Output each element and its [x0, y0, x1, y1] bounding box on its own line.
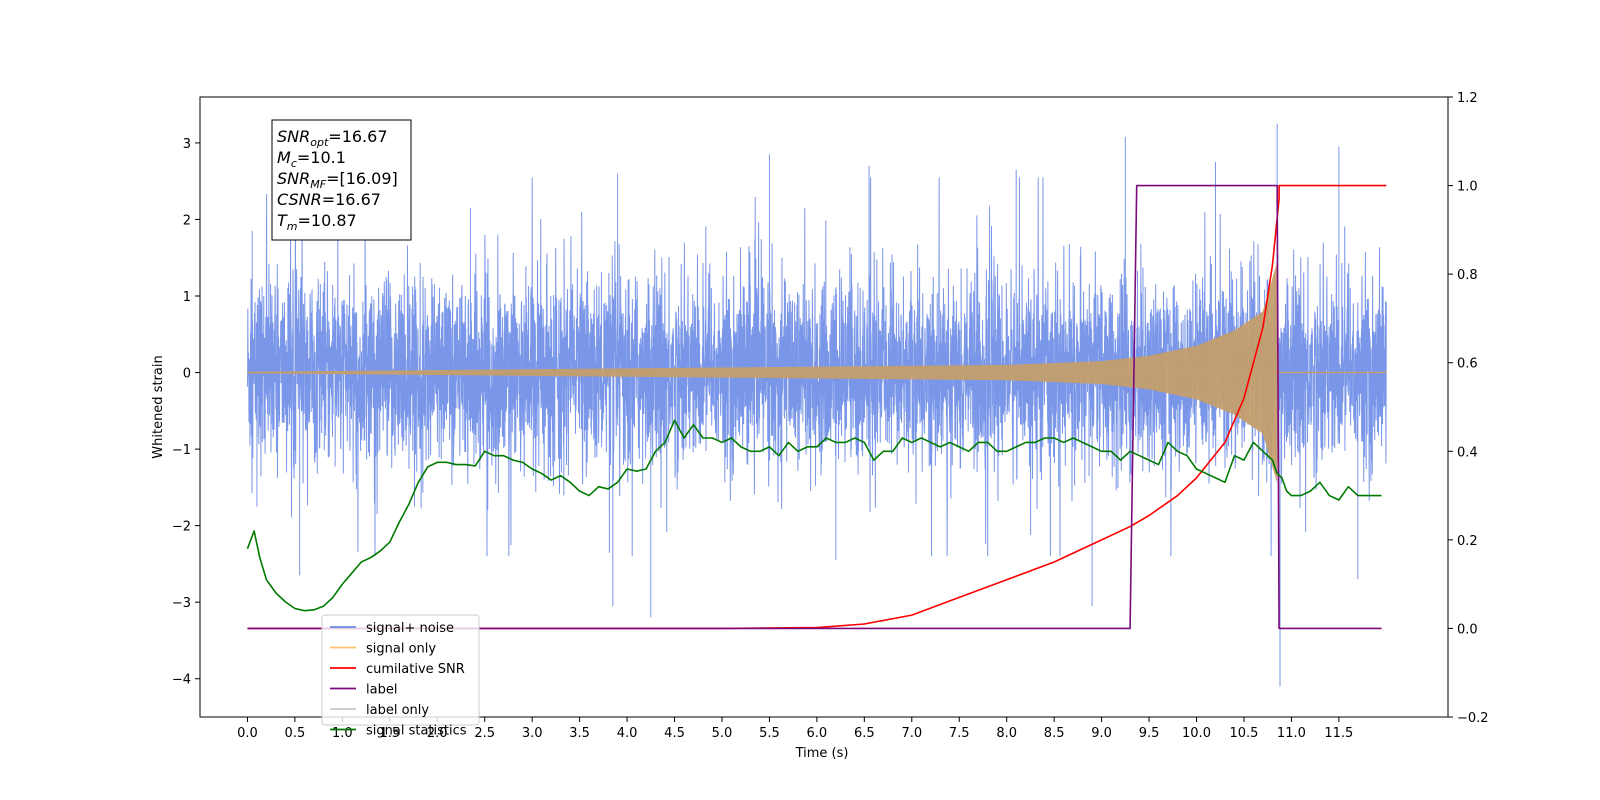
right-y-tick-label: 0.8	[1457, 268, 1478, 283]
left-y-tick-label: 3	[183, 137, 191, 152]
legend-frame	[321, 614, 480, 726]
right-y-axis-ticks: 1.2 1.0 0.8 0.6 0.4 0.2 0.0 −0.2	[1448, 91, 1489, 726]
left-y-tick-label: 0	[183, 367, 191, 382]
x-tick-label: 0.0	[237, 726, 258, 741]
x-axis-label: Time (s)	[795, 746, 849, 761]
x-tick-label: 2.0	[427, 726, 448, 741]
legend-entry-label: signal statistics	[366, 724, 467, 739]
right-y-tick-label: −0.2	[1457, 711, 1489, 726]
x-tick-label: 9.5	[1139, 726, 1160, 741]
left-y-tick-label: −2	[172, 520, 191, 535]
legend-entry-label: label	[366, 683, 397, 698]
x-tick-label: 6.0	[807, 726, 828, 741]
x-tick-label: 10.5	[1229, 726, 1258, 741]
x-tick-label: 3.5	[569, 726, 590, 741]
x-tick-label: 8.0	[996, 726, 1017, 741]
right-y-tick-label: 1.2	[1457, 91, 1478, 106]
x-axis-ticks: 0.0 0.5 1.0 1.5 2.0 2.5 3.0 3.5 4.0 4.5 5.0 5.5 6.0 6…	[237, 717, 1353, 741]
series-label-line	[247, 184, 1382, 630]
x-tick-label: 3.0	[522, 726, 543, 741]
annotation-line: CSNR=16.67	[277, 190, 381, 209]
annotation-line: SNRMF=[16.09]	[277, 169, 398, 191]
right-y-tick-label: 0.4	[1457, 445, 1478, 460]
x-tick-label: 6.5	[854, 726, 875, 741]
series-signal-statistics-line	[246, 419, 1382, 612]
x-tick-label: 4.5	[664, 726, 685, 741]
x-tick-label: 5.0	[712, 726, 733, 741]
x-tick-label: 7.5	[949, 726, 970, 741]
legend: signal+ noise signal only cumilative SNR la…	[321, 614, 480, 739]
x-tick-label: 7.0	[901, 726, 922, 741]
x-tick-label: 4.0	[617, 726, 638, 741]
x-tick-label: 2.5	[474, 726, 495, 741]
annotation-line: Mc=10.1	[277, 148, 346, 170]
x-tick-label: 10.0	[1182, 726, 1211, 741]
x-tick-label: 8.5	[1044, 726, 1065, 741]
plot-data-layer	[246, 123, 1387, 687]
right-y-tick-label: 1.0	[1457, 180, 1478, 195]
right-y-tick-label: 0.6	[1457, 357, 1478, 372]
legend-entry-label: signal only	[366, 642, 436, 657]
annotation-line: Tm=10.87	[277, 211, 357, 233]
plot-frame	[199, 96, 1449, 718]
left-y-tick-label: −3	[172, 596, 191, 611]
series-cumulative-snr-line	[247, 184, 1387, 630]
x-tick-label: 9.0	[1091, 726, 1112, 741]
x-tick-label: 11.5	[1324, 726, 1353, 741]
x-tick-label: 1.5	[379, 726, 400, 741]
x-tick-label: 1.0	[332, 726, 353, 741]
legend-entry-label: cumilative SNR	[366, 662, 465, 677]
left-y-tick-label: −1	[172, 443, 191, 458]
x-tick-label: 0.5	[285, 726, 306, 741]
left-y-tick-label: 1	[183, 290, 191, 305]
annotation-line: SNRopt=16.67	[277, 127, 388, 149]
right-y-tick-label: 0.0	[1457, 622, 1478, 637]
left-y-axis-label: Whitened strain	[151, 355, 166, 458]
series-signal-noise-line	[246, 123, 1387, 687]
legend-entry-label: signal+ noise	[366, 621, 454, 636]
right-y-tick-label: 0.2	[1457, 534, 1478, 549]
x-tick-label: 11.0	[1277, 726, 1306, 741]
left-y-tick-label: −4	[172, 673, 191, 688]
legend-entry-label: label only	[366, 703, 429, 718]
annotation-box: SNRopt=16.67Mc=10.1SNRMF=[16.09]CSNR=16.…	[271, 119, 412, 241]
left-y-tick-label: 2	[183, 213, 191, 228]
x-tick-label: 5.5	[759, 726, 780, 741]
annotation-frame	[271, 119, 412, 241]
left-y-axis-ticks: 3 2 1 0 −1 −2 −3 −4	[172, 137, 200, 688]
